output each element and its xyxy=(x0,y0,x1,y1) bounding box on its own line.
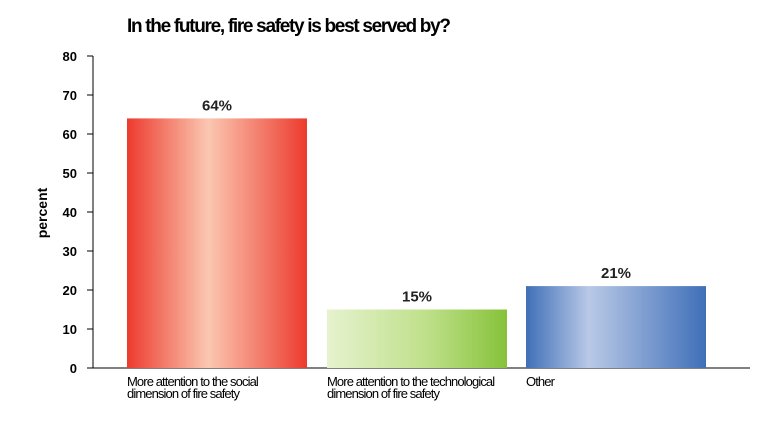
data-labels: 64% 15% 21% xyxy=(202,97,631,305)
chart-title: In the future, fire safety is best serve… xyxy=(127,16,450,37)
data-label: 64% xyxy=(202,97,232,114)
bar xyxy=(127,118,307,369)
y-axis-label: percent xyxy=(34,187,50,238)
y-tick-label: 10 xyxy=(63,322,77,337)
x-category-label: More attention to the social dimension o… xyxy=(127,374,259,401)
y-tick-label: 40 xyxy=(63,205,77,220)
bar xyxy=(526,286,706,368)
x-category-label: Other xyxy=(526,374,555,389)
y-tick-label: 70 xyxy=(63,88,77,103)
y-tick-label: 80 xyxy=(63,49,77,64)
bars xyxy=(127,118,706,369)
y-tick-label: 20 xyxy=(63,283,77,298)
bar xyxy=(327,309,507,368)
y-tick-label: 30 xyxy=(63,244,77,259)
data-label: 21% xyxy=(601,265,631,282)
data-label: 15% xyxy=(402,289,432,306)
x-category-label: More attention to the technological dime… xyxy=(327,374,495,401)
y-tick-label: 60 xyxy=(63,127,77,142)
y-tick-label: 0 xyxy=(70,361,77,376)
y-tick-label: 50 xyxy=(63,166,77,181)
